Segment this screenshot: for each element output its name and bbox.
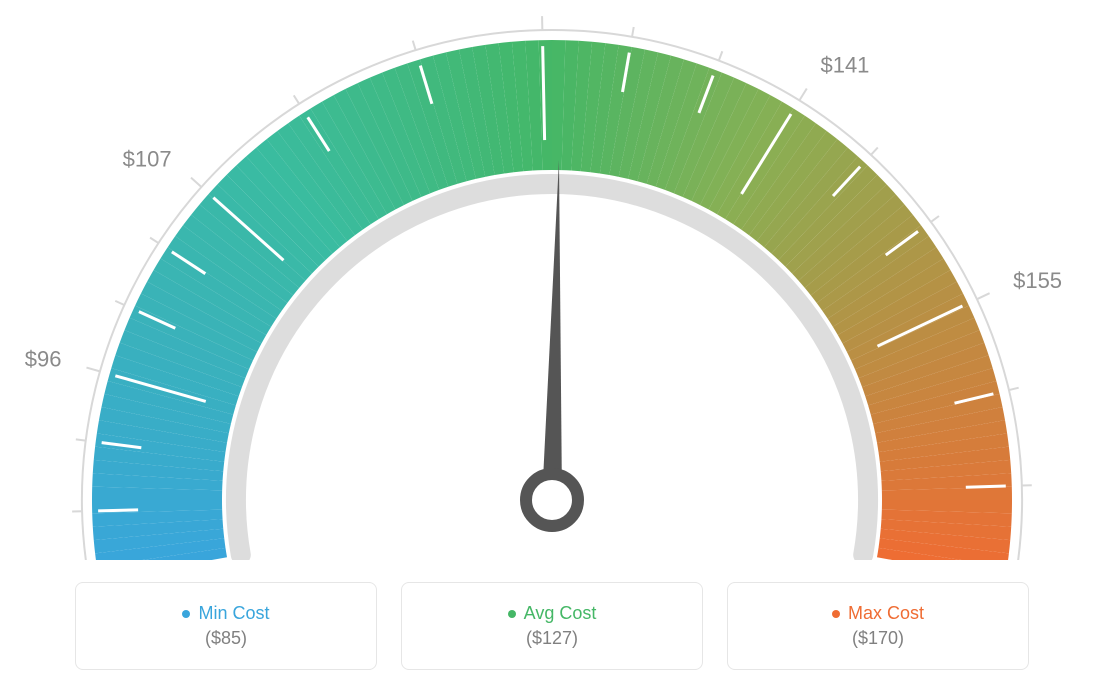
max-cost-value: ($170): [852, 628, 904, 649]
avg-dot-icon: [508, 610, 516, 618]
min-cost-label: Min Cost: [198, 603, 269, 624]
min-cost-value: ($85): [205, 628, 247, 649]
max-cost-label: Max Cost: [848, 603, 924, 624]
cost-gauge: $85$96$107$127$141$155$170: [0, 0, 1104, 560]
min-cost-card: Min Cost ($85): [75, 582, 377, 670]
avg-cost-value: ($127): [526, 628, 578, 649]
max-dot-icon: [832, 610, 840, 618]
min-dot-icon: [182, 610, 190, 618]
gauge-tick-label: $141: [820, 52, 869, 77]
gauge-needle: [542, 160, 562, 500]
gauge-tick-label: $127: [517, 0, 566, 1]
gauge-tick-label: $96: [25, 346, 62, 371]
gauge-tick-label: $107: [123, 146, 172, 171]
gauge-hub: [526, 474, 578, 526]
summary-row: Min Cost ($85) Avg Cost ($127) Max Cost …: [0, 582, 1104, 670]
gauge-tick-label: $155: [1013, 268, 1062, 293]
gauge-chart-container: $85$96$107$127$141$155$170 Min Cost ($85…: [0, 0, 1104, 690]
max-cost-card: Max Cost ($170): [727, 582, 1029, 670]
avg-cost-label: Avg Cost: [524, 603, 597, 624]
avg-cost-card: Avg Cost ($127): [401, 582, 703, 670]
